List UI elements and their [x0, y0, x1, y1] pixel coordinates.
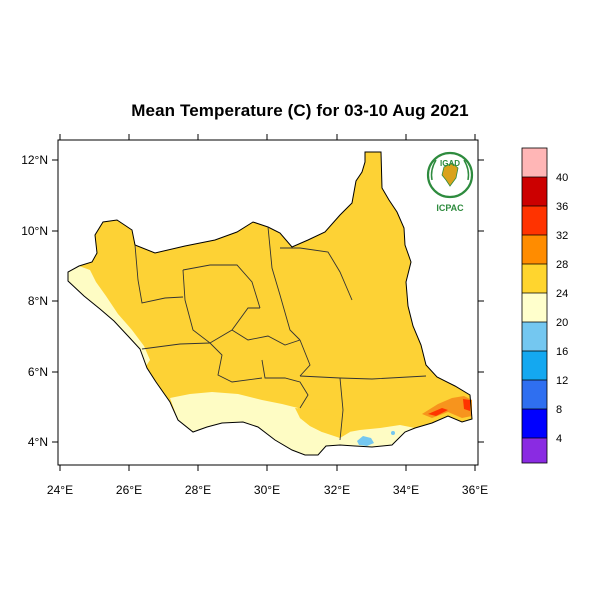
colorbar-swatch-28-32 [522, 235, 547, 264]
x-tick-marks [59, 134, 476, 471]
x-tick-label: 24°E [47, 483, 73, 497]
country-border [67, 151, 473, 456]
colorbar-swatch-8-12 [522, 380, 547, 409]
colorbar-label: 36 [556, 201, 568, 213]
colorbar-label: 40 [556, 172, 568, 184]
x-tick-label: 26°E [116, 483, 142, 497]
colorbar-label: 16 [556, 346, 568, 358]
colorbar-frame [521, 147, 548, 464]
y-tick-label: 8°N [28, 294, 48, 308]
africa-map-icon [441, 162, 459, 187]
south-sudan-map [67, 151, 473, 456]
laurel-left-icon [430, 159, 437, 181]
x-tick-label: 36°E [462, 483, 488, 497]
temp-zone-16-20-dot [391, 431, 395, 435]
colorbar-label: 32 [556, 230, 568, 242]
colorbar: 40 36 32 28 24 20 16 12 8 4 [521, 147, 568, 464]
temp-zone-20-24-west [68, 266, 150, 366]
y-tick-label: 4°N [28, 435, 48, 449]
x-tick-label: 28°E [185, 483, 211, 497]
colorbar-swatch-36-40 [522, 177, 547, 206]
laurel-right-icon [463, 159, 470, 181]
colorbar-swatch-12-16 [522, 351, 547, 380]
colorbar-label: 12 [556, 375, 568, 387]
logo-top-text: IGAD [440, 159, 460, 168]
colorbar-swatch-below-4 [522, 438, 547, 463]
colorbar-swatch-4-8 [522, 409, 547, 438]
colorbar-swatch-24-28 [522, 264, 547, 293]
temp-zone-32-36-east [463, 399, 470, 411]
y-tick-label: 6°N [28, 365, 48, 379]
colorbar-swatch-20-24 [522, 293, 547, 322]
x-tick-label: 34°E [393, 483, 419, 497]
state-boundaries [134, 226, 427, 441]
map-title: Mean Temperature (C) for 03-10 Aug 2021 [131, 101, 469, 120]
colorbar-swatch-above-40 [522, 148, 547, 177]
logo-bottom-text: ICPAC [436, 203, 464, 213]
x-tick-label: 32°E [324, 483, 350, 497]
temp-zone-24-28-south-lobe [295, 408, 350, 438]
colorbar-label: 28 [556, 259, 568, 271]
temp-zone-16-20 [357, 436, 374, 446]
igad-icpac-logo: IGAD ICPAC [426, 151, 474, 213]
colorbar-label: 4 [556, 433, 562, 445]
colorbar-label: 20 [556, 317, 568, 329]
temp-zone-20-24-south [170, 392, 415, 455]
colorbar-swatch-16-20 [522, 322, 547, 351]
y-tick-marks [52, 159, 484, 443]
colorbar-label: 8 [556, 404, 562, 416]
y-tick-label: 10°N [21, 224, 48, 238]
x-tick-label: 30°E [254, 483, 280, 497]
y-tick-label: 12°N [21, 153, 48, 167]
colorbar-swatch-32-36 [522, 206, 547, 235]
plot-frame [57, 139, 479, 466]
colorbar-label: 24 [556, 288, 568, 300]
temp-zone-32-36 [428, 408, 448, 416]
